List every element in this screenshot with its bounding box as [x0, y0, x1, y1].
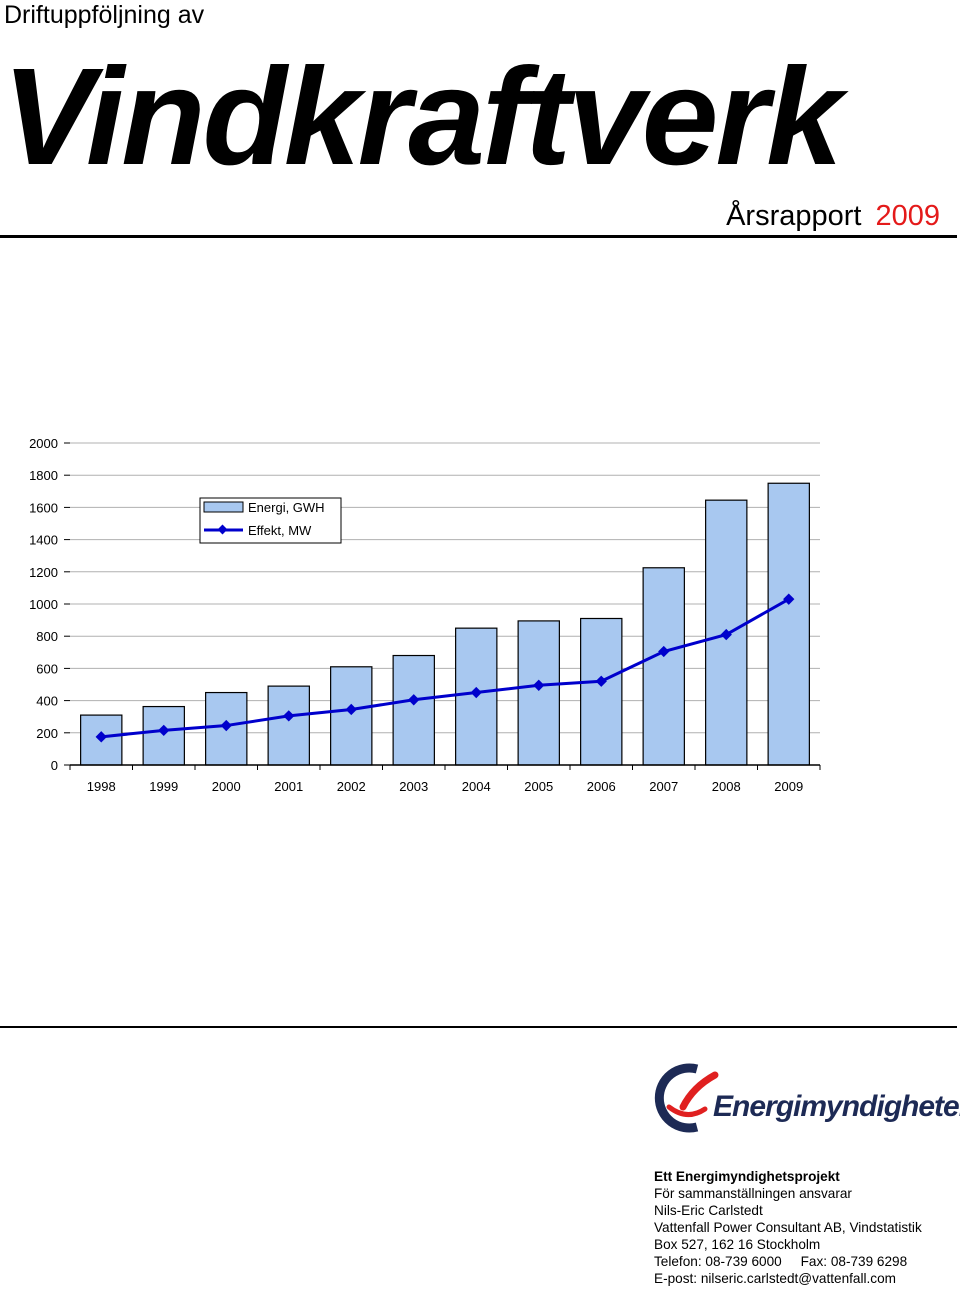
header-rule	[0, 235, 957, 238]
y-tick-label: 0	[51, 758, 58, 773]
point-effekt-2006	[595, 675, 607, 687]
logo-wordmark: Energimyndigheten	[713, 1090, 960, 1123]
point-effekt-2005	[533, 679, 545, 691]
bar-2003	[392, 654, 435, 766]
x-tick-label: 2007	[649, 779, 678, 794]
y-tick-label: 1200	[29, 565, 58, 580]
point-effekt-2004	[470, 686, 482, 699]
x-tick-label: 2003	[399, 779, 428, 794]
y-tick-label: 800	[36, 629, 58, 644]
contact-line: Box 527, 162 16 Stockholm	[654, 1237, 821, 1252]
bar-2009	[767, 482, 810, 766]
chart-bars	[80, 482, 810, 766]
x-tick-label: 2001	[274, 779, 303, 794]
x-tick-label: 2006	[587, 779, 616, 794]
x-tick-label: 2009	[774, 779, 803, 794]
point-effekt-2008	[720, 628, 732, 641]
logo-mark-icon	[654, 1063, 719, 1133]
point-effekt-1999	[158, 724, 170, 737]
point-effekt-2007	[658, 645, 670, 658]
bar-2006	[580, 617, 623, 766]
y-tick-label: 1600	[29, 500, 58, 515]
chart-line	[95, 593, 795, 743]
point-effekt-2000	[220, 719, 232, 732]
bar-2001	[267, 685, 310, 766]
point-effekt-2003	[408, 694, 420, 706]
point-effekt-2002	[345, 703, 357, 716]
x-tick-label: 1998	[87, 779, 116, 794]
report-line: Årsrapport 2009	[726, 198, 940, 234]
bar-2005	[517, 620, 560, 766]
report-year: 2009	[875, 200, 940, 232]
energy-power-chart: 0 200 400 600 800 1000 1200 1400 1600 1800 2000 199…	[29, 436, 821, 794]
x-tick-label: 2000	[212, 779, 241, 794]
legend-label-power: Effekt, MW	[248, 523, 312, 538]
x-tick-label: 2004	[462, 779, 491, 794]
legend-marker-power	[217, 524, 228, 535]
contact-block: Ett Energimyndighetsprojekt För sammanst…	[654, 1168, 922, 1287]
y-tick-label: 1000	[29, 597, 58, 612]
document-title: Vindkraftverk	[2, 40, 843, 194]
y-tick-label: 1800	[29, 468, 58, 483]
bar-2002	[330, 666, 373, 766]
energimyndigheten-logo: Energimyndigheten	[653, 1063, 960, 1133]
point-effekt-2001	[283, 710, 295, 722]
contact-line: Vattenfall Power Consultant AB, Vindstat…	[654, 1220, 922, 1235]
legend-label-energy: Energi, GWH	[248, 500, 325, 515]
legend-swatch-energy	[203, 501, 244, 513]
line-effekt	[101, 597, 790, 739]
y-tick-label: 200	[36, 726, 58, 741]
x-tick-label: 1999	[149, 779, 178, 794]
report-label: Årsrapport	[726, 200, 862, 232]
y-tick-label: 2000	[29, 436, 58, 451]
chart-legend: Energi, GWH Effekt, MW	[199, 497, 342, 544]
contact-line: E-post: nilseric.carlstedt@vattenfall.co…	[654, 1271, 896, 1286]
contact-heading: Ett Energimyndighetsprojekt	[654, 1169, 840, 1184]
x-tick-label: 2005	[524, 779, 553, 794]
footer-rule	[0, 1026, 957, 1028]
x-tick-label: 2008	[712, 779, 741, 794]
contact-line: Telefon: 08-739 6000 Fax: 08-739 6298	[654, 1254, 908, 1269]
y-tick-label: 1400	[29, 533, 58, 548]
pretitle: Driftuppföljning av	[4, 1, 205, 29]
x-tick-label: 2002	[337, 779, 366, 794]
bar-2007	[642, 567, 685, 766]
y-tick-label: 600	[36, 661, 58, 676]
contact-line: För sammanställningen ansvarar	[654, 1186, 852, 1201]
chart-grid	[70, 442, 820, 734]
chart-axes: 0 200 400 600 800 1000 1200 1400 1600 1800 2000 199…	[29, 436, 821, 794]
y-tick-label: 400	[36, 694, 58, 709]
contact-line: Nils-Eric Carlstedt	[654, 1203, 763, 1218]
